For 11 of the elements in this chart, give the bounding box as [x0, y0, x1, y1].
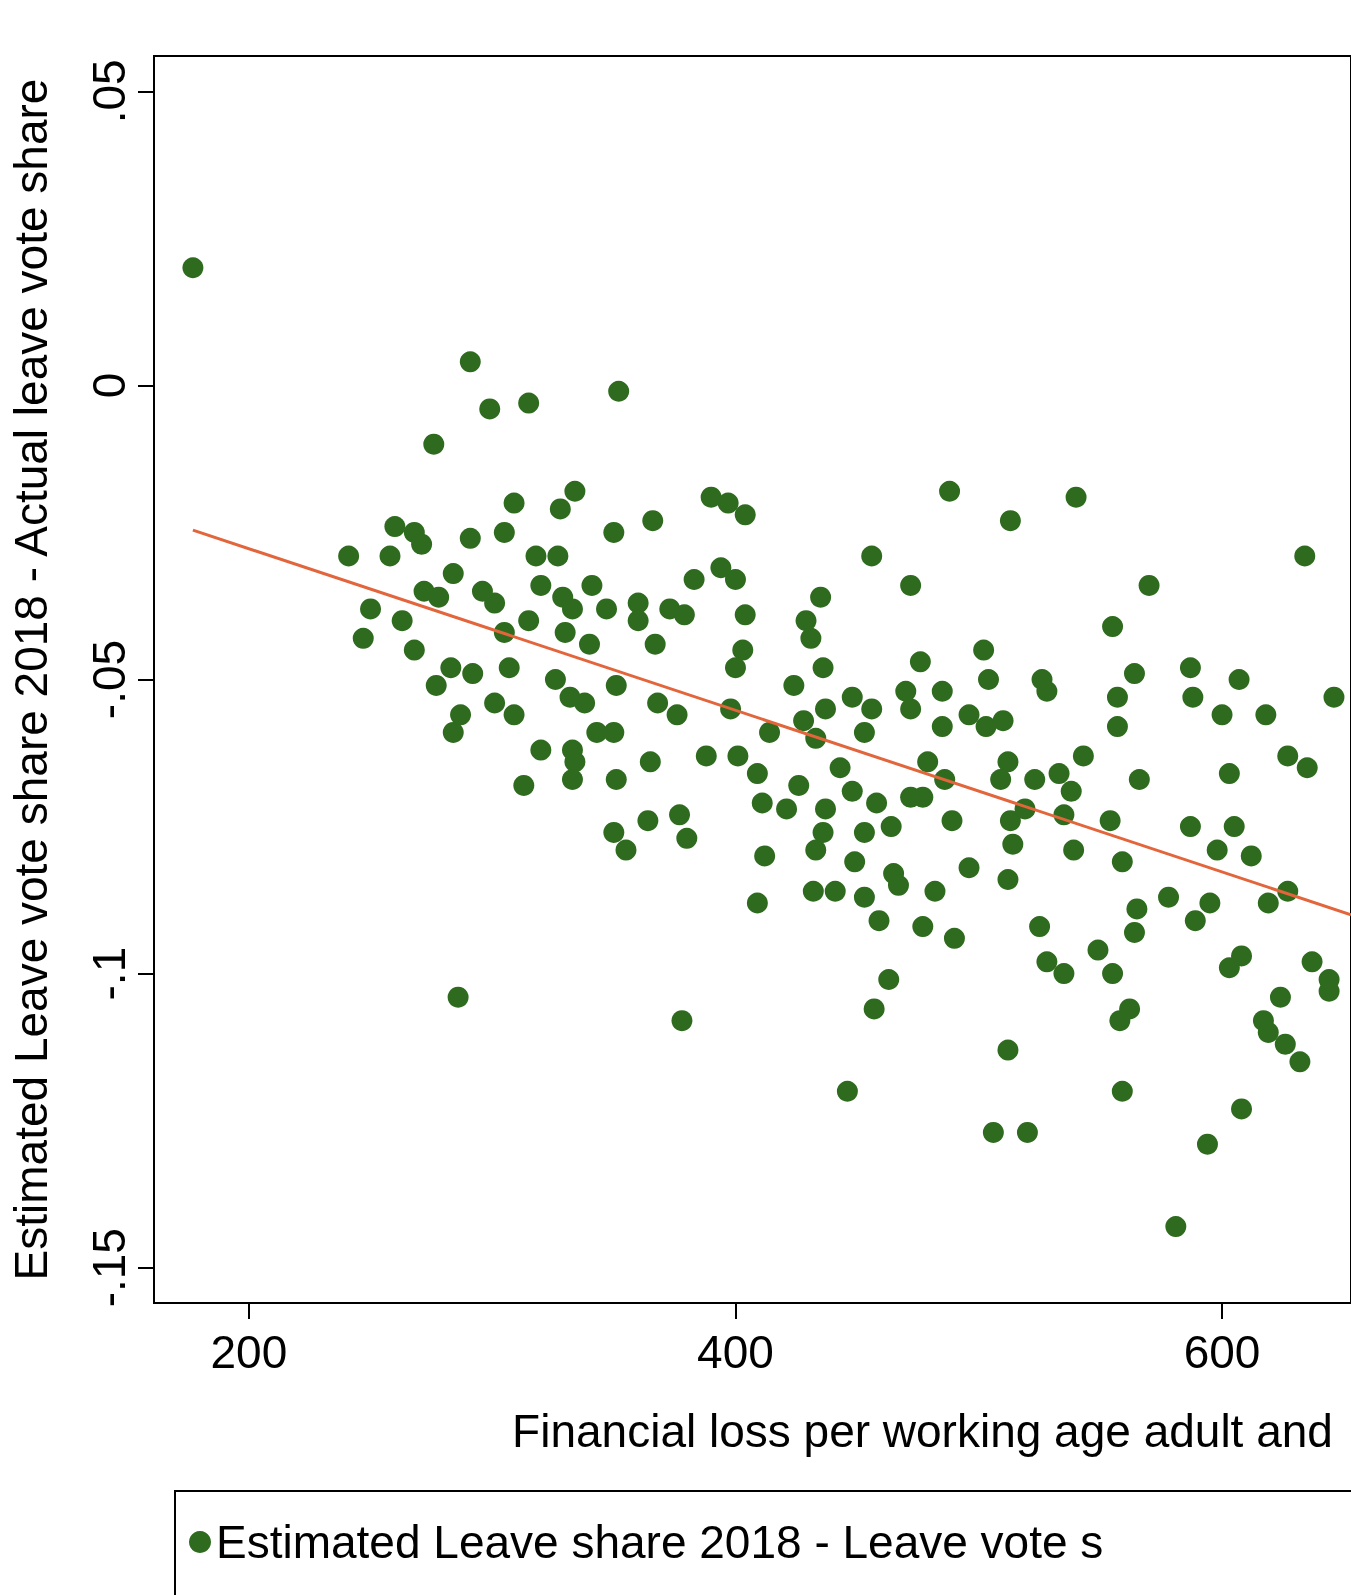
y-axis-title: Estimated Leave vote share 2018 - Actual leave vote share: [5, 78, 57, 1281]
y-tick-label: 0: [83, 372, 135, 399]
y-tick-label: -.05: [83, 639, 135, 720]
legend-label: Estimated Leave share 2018 - Leave vote s: [216, 1516, 1104, 1568]
x-tick-label: 400: [697, 1326, 774, 1378]
x-tick-label: 600: [1183, 1326, 1261, 1378]
x-tick-label: 200: [210, 1326, 288, 1378]
y-tick-label: .05: [83, 59, 135, 124]
y-tick-label: -.15: [83, 1228, 135, 1308]
x-axis-title: Financial loss per working age adult and: [512, 1405, 1333, 1457]
y-tick-label: -.1: [83, 946, 135, 1001]
